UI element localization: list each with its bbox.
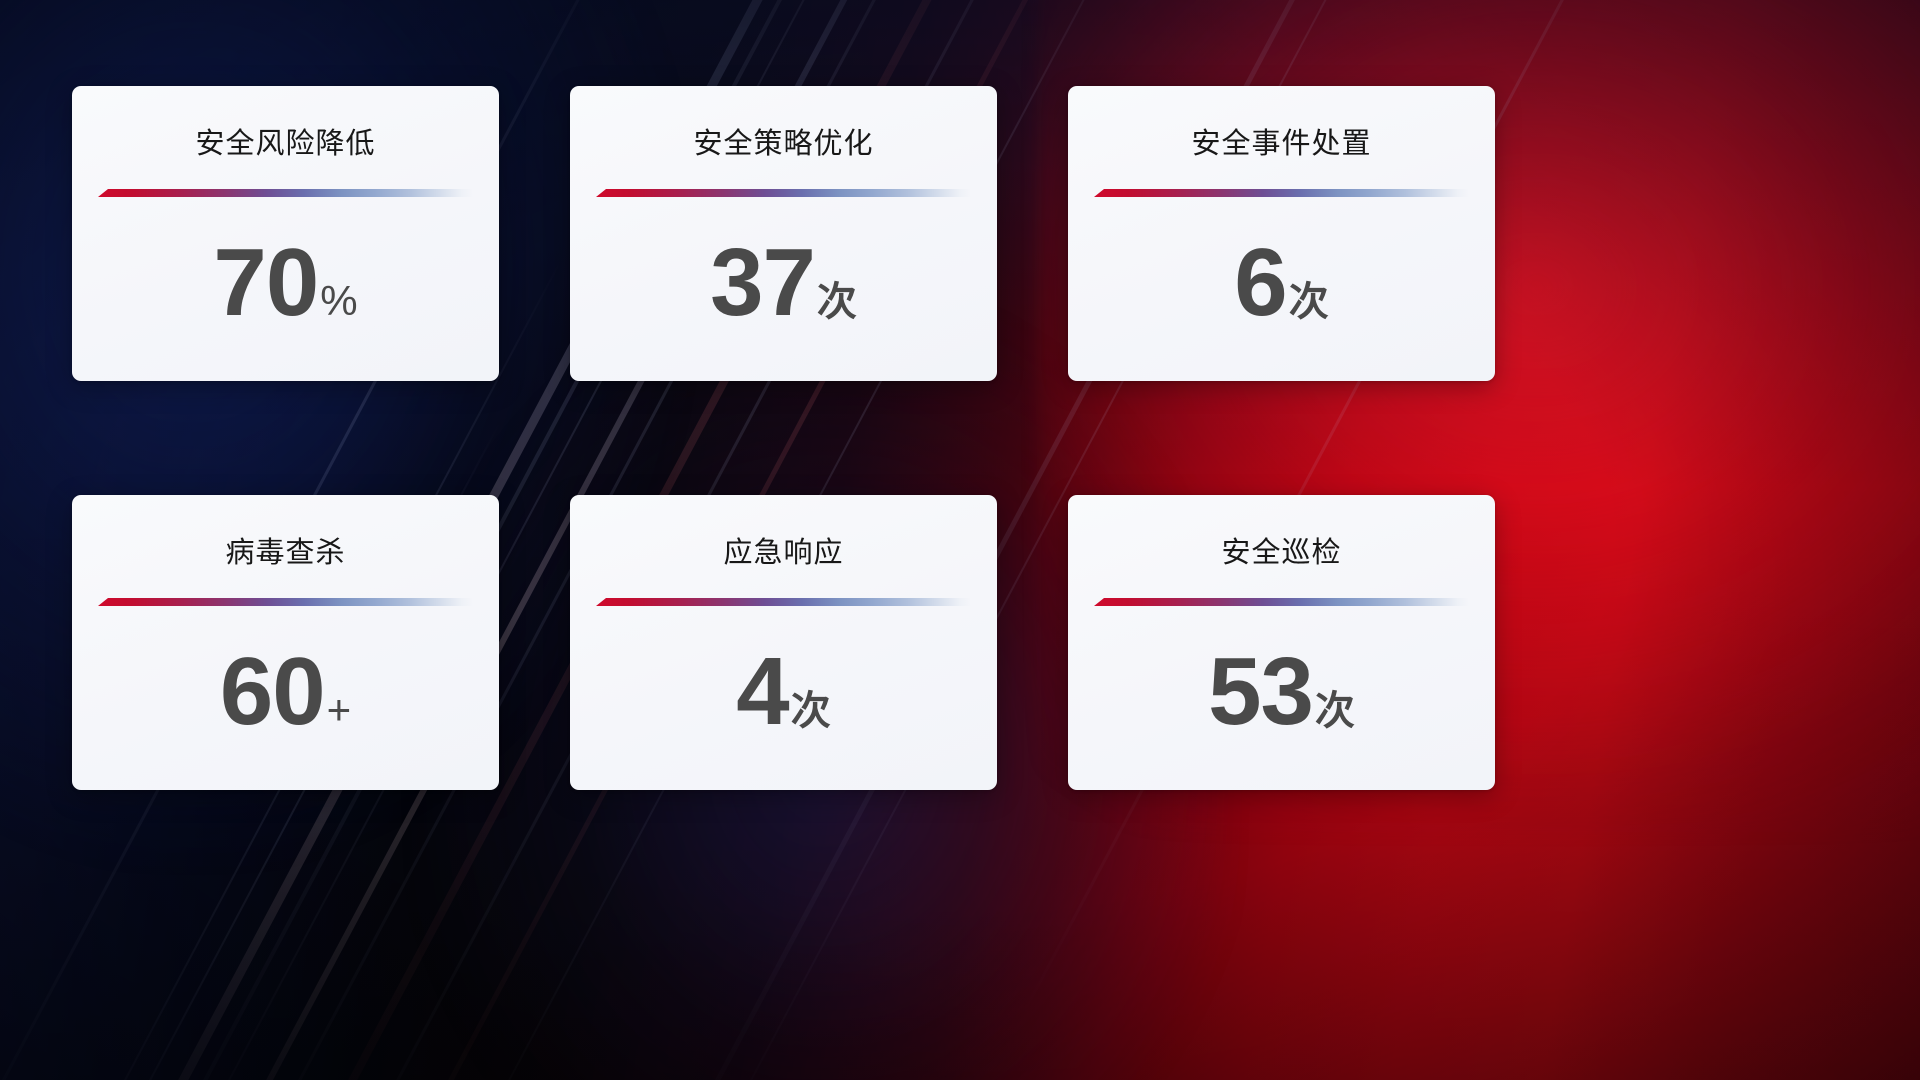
metric-card-title: 应急响应 <box>723 537 844 569</box>
metric-value-unit: % <box>320 277 358 324</box>
metric-value-unit: + <box>326 686 352 733</box>
metric-card-divider <box>98 598 473 606</box>
metric-card-grid: 安全风险降低 70 % 安全策略优化 37 次 安全事件处置 6 次 病毒查杀 … <box>72 86 1498 790</box>
metric-value-number: 60 <box>219 638 326 745</box>
metric-card-value: 70 % <box>213 235 357 331</box>
metric-card-divider <box>1094 598 1469 606</box>
metric-value-unit: 次 <box>1288 280 1329 324</box>
metric-card-divider <box>596 189 971 197</box>
gradient-rule <box>1094 598 1469 606</box>
metric-card-title: 安全策略优化 <box>693 128 874 160</box>
metric-card-security-inspection[interactable]: 安全巡检 53 次 <box>1068 495 1495 790</box>
metric-card-value: 60 + <box>220 644 351 740</box>
metric-card-divider <box>1094 189 1469 197</box>
metric-card-emergency-response[interactable]: 应急响应 4 次 <box>570 495 997 790</box>
gradient-rule <box>98 598 473 606</box>
metric-card-security-incident-handling[interactable]: 安全事件处置 6 次 <box>1068 86 1495 381</box>
metric-value-unit: 次 <box>1314 689 1355 733</box>
metric-card-title: 安全巡检 <box>1221 537 1342 569</box>
metric-card-value: 53 次 <box>1208 644 1355 740</box>
metric-card-divider <box>596 598 971 606</box>
metric-value-number: 4 <box>736 638 789 745</box>
metric-card-value: 4 次 <box>736 644 830 740</box>
metric-card-security-policy-optimization[interactable]: 安全策略优化 37 次 <box>570 86 997 381</box>
gradient-rule <box>98 189 473 197</box>
metric-value-unit: 次 <box>790 689 831 733</box>
metric-value-number: 37 <box>710 229 816 336</box>
metric-card-value: 37 次 <box>710 235 857 331</box>
metric-value-unit: 次 <box>816 280 857 324</box>
metric-card-security-risk-reduction[interactable]: 安全风险降低 70 % <box>72 86 499 381</box>
metric-value-number: 53 <box>1208 638 1314 745</box>
metric-value-number: 70 <box>213 229 319 336</box>
metric-card-virus-removal[interactable]: 病毒查杀 60 + <box>72 495 499 790</box>
metric-card-value: 6 次 <box>1234 235 1328 331</box>
metric-value-number: 6 <box>1234 229 1287 336</box>
gradient-rule <box>1094 189 1469 197</box>
metric-card-title: 安全风险降低 <box>195 128 376 160</box>
metric-card-divider <box>98 189 473 197</box>
gradient-rule <box>596 189 971 197</box>
metric-card-title: 安全事件处置 <box>1191 128 1372 160</box>
metric-card-title: 病毒查杀 <box>225 537 346 569</box>
gradient-rule <box>596 598 971 606</box>
